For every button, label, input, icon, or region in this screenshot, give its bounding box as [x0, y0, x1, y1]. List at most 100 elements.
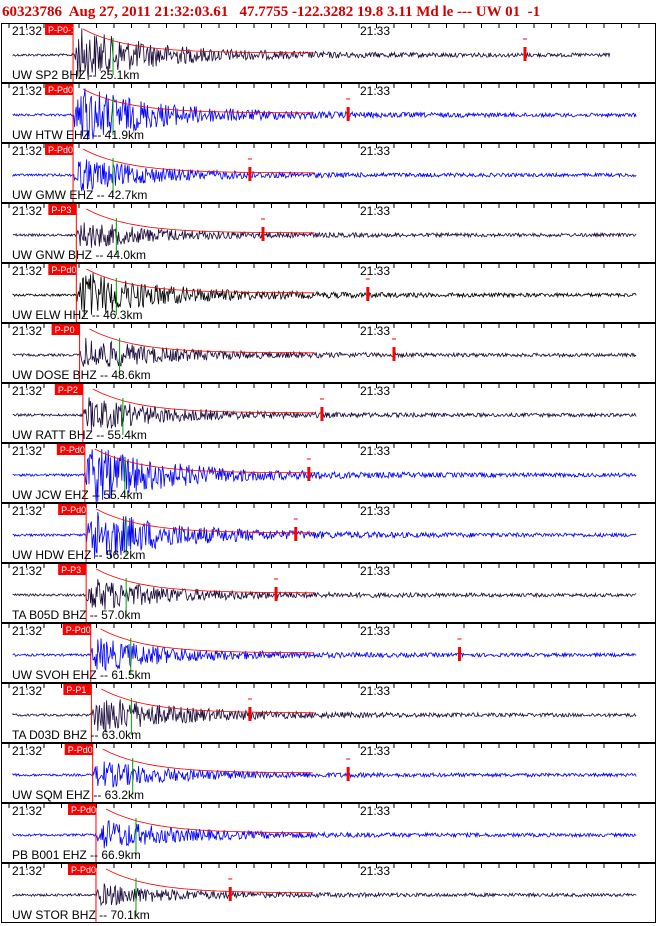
pick-flag — [58, 504, 87, 515]
trace-panel: 21:32 21:33 P-Pd0 UW SVOH EHZ -- 61.5km — [1, 623, 656, 683]
station-label: UW SQM EHZ -- 63.2km — [12, 788, 144, 802]
coda-curve — [89, 328, 315, 354]
time-label-2132: 21:32 — [12, 264, 42, 278]
coda-curve — [96, 568, 316, 594]
pick-flag — [48, 264, 77, 275]
time-label-2132: 21:32 — [12, 324, 42, 338]
time-label-2133: 21:33 — [360, 564, 390, 578]
coda-curve — [82, 88, 315, 114]
coda-curve — [82, 28, 315, 54]
coda-curve — [105, 868, 314, 894]
pick-label: P-Pd0 — [66, 625, 91, 635]
coda-end-marker — [320, 407, 324, 421]
trace-panel: 21:32 21:33 P-Pd0 UW STOR BHZ -- 70.1km — [1, 863, 656, 923]
trace-panel: 21:32 21:33 P-Pd0 UW HDW EHZ -- 56.2km — [1, 503, 656, 563]
coda-curve — [102, 748, 313, 774]
station-label: UW SP2 BHZ -- 25.1km — [12, 68, 139, 82]
waveform — [12, 761, 637, 788]
seismogram-panels: 21:32 21:33 P-P0-1 UW SP2 BHZ -- 25.1km 21:3… — [1, 23, 656, 923]
waveform — [12, 512, 637, 559]
pick-flag — [54, 384, 83, 395]
station-label: PB B001 EHZ -- 66.9km — [12, 848, 141, 862]
time-label-2132: 21:32 — [12, 204, 42, 218]
pick-flag — [56, 444, 85, 455]
time-label-2133: 21:33 — [360, 684, 390, 698]
time-label-2133: 21:33 — [360, 204, 390, 218]
pick-label: P-Pd0 — [48, 145, 73, 155]
station-label: UW DOSE BHZ -- 48.6km — [12, 368, 151, 382]
station-label: TA B05D BHZ -- 57.0km — [12, 608, 140, 622]
event-location: 47.7755 -122.3282 19.8 — [239, 4, 384, 20]
coda-curve — [94, 448, 314, 474]
time-label-2132: 21:32 — [12, 504, 42, 518]
trace-panel: 21:32 21:33 P-Pd0 PB B001 EHZ -- 66.9km — [1, 803, 656, 863]
event-magnitude: 3.11 Md le — [387, 4, 454, 20]
coda-curve — [86, 268, 315, 294]
station-label: UW RATT BHZ -- 55.4km — [12, 428, 147, 442]
panel-frame — [1, 803, 656, 863]
coda-end-marker — [346, 107, 350, 121]
panel-frame — [1, 503, 656, 563]
waveform — [12, 448, 637, 503]
trace-panel: 21:32 21:33 P-Pd0 UW ELW HHZ -- 46.3km — [1, 263, 656, 323]
station-label: UW ELW HHZ -- 46.3km — [12, 308, 142, 322]
pick-flag — [45, 24, 74, 35]
waveform — [12, 159, 637, 192]
waveform — [12, 699, 637, 733]
coda-end-marker — [261, 227, 265, 241]
time-label-2132: 21:32 — [12, 144, 42, 158]
pick-label: P-P3 — [61, 565, 81, 575]
pick-flag — [63, 684, 92, 695]
time-label-2132: 21:32 — [12, 684, 42, 698]
pick-label: P-Pd0 — [68, 745, 93, 755]
pick-flag — [58, 564, 87, 575]
waveform — [12, 638, 637, 672]
time-label-2132: 21:32 — [12, 444, 42, 458]
station-label: UW GMW EHZ -- 42.7km — [12, 188, 147, 202]
coda-curve — [101, 688, 315, 714]
waveform — [12, 820, 637, 849]
time-label-2132: 21:32 — [12, 864, 42, 878]
coda-end-marker — [392, 347, 396, 361]
time-label-2133: 21:33 — [360, 504, 390, 518]
time-label-2132: 21:32 — [12, 564, 42, 578]
waveform — [12, 579, 637, 610]
pick-label: P-Pd0 — [71, 865, 96, 875]
panel-frame — [1, 263, 656, 323]
coda-end-marker — [346, 767, 350, 781]
coda-end-marker — [523, 47, 527, 61]
trace-panel: 21:32 21:33 P-P1 TA D03D BHZ -- 63.0km — [1, 683, 656, 743]
pick-label: P-P2 — [58, 385, 78, 395]
coda-curve — [100, 628, 314, 654]
coda-end-marker — [248, 707, 252, 721]
pick-label: P-Pd0 — [60, 445, 85, 455]
time-label-2133: 21:33 — [360, 864, 390, 878]
pick-flag — [45, 144, 74, 155]
waveform — [12, 88, 637, 140]
time-label-2133: 21:33 — [360, 84, 390, 98]
pick-label: P-P0-1 — [48, 25, 76, 35]
coda-end-marker — [228, 887, 232, 901]
trace-panel: 21:32 21:33 P-P3 UW GNW BHZ -- 44.0km — [1, 203, 656, 263]
trace-panel: 21:32 21:33 P-Pd0 UW SQM EHZ -- 63.2km — [1, 743, 656, 803]
pick-flag — [48, 204, 77, 215]
pick-flag — [51, 324, 80, 335]
time-label-2132: 21:32 — [12, 24, 42, 38]
station-label: UW HTW EHZ -- 41.9km — [12, 128, 144, 142]
panel-frame — [1, 143, 656, 203]
time-label-2133: 21:33 — [360, 804, 390, 818]
station-label: UW GNW BHZ -- 44.0km — [12, 248, 146, 262]
coda-curve — [82, 148, 315, 174]
time-label-2132: 21:32 — [12, 744, 42, 758]
waveform — [12, 337, 637, 367]
waveform — [12, 28, 611, 81]
time-label-2132: 21:32 — [12, 624, 42, 638]
time-label-2132: 21:32 — [12, 384, 42, 398]
time-label-2133: 21:33 — [360, 24, 390, 38]
event-id: 60323786 — [2, 4, 62, 20]
coda-end-marker — [294, 527, 298, 541]
time-label-2133: 21:33 — [360, 444, 390, 458]
coda-end-marker — [307, 467, 311, 481]
pick-flag — [67, 864, 96, 875]
trace-panel: 21:32 21:33 P-P2 UW RATT BHZ -- 55.4km — [1, 383, 656, 443]
